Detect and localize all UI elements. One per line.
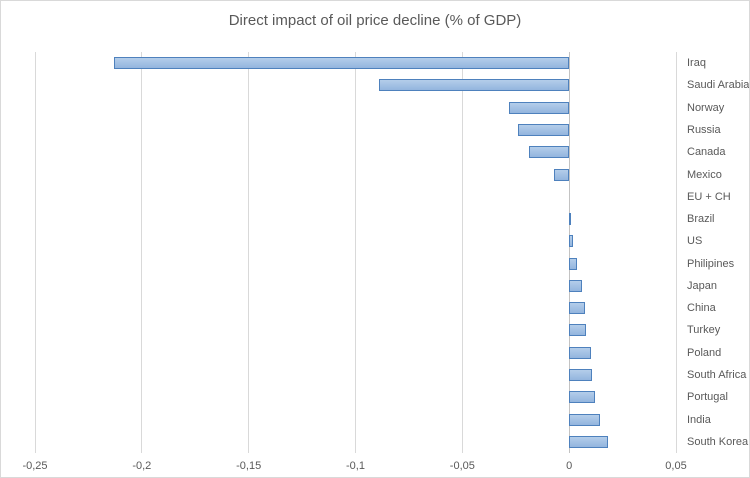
x-axis-tick-label: 0,05	[665, 460, 687, 472]
category-label-philipines: Philipines	[687, 257, 735, 270]
category-label-south-korea: South Korea	[687, 435, 749, 448]
category-label-eu-ch: EU + CH	[687, 190, 731, 203]
category-label-south-africa: South Africa	[687, 369, 747, 382]
gridline	[675, 52, 677, 453]
bar-saudi-arabia	[379, 79, 570, 92]
category-label-canada: Canada	[687, 146, 726, 159]
x-axis-tick-label: -0,1	[346, 460, 365, 472]
bar-japan	[569, 279, 582, 292]
bar-india	[569, 413, 601, 426]
category-label-norway: Norway	[687, 101, 725, 114]
bar-china	[569, 302, 586, 315]
gridline	[461, 52, 463, 453]
category-label-brazil: Brazil	[687, 213, 715, 226]
category-label-china: China	[687, 302, 716, 315]
x-axis-tick-label: -0,05	[449, 460, 475, 472]
category-label-portugal: Portugal	[687, 391, 728, 404]
bar-philipines	[569, 257, 577, 270]
bar-portugal	[569, 391, 595, 404]
category-label-iraq: Iraq	[687, 57, 706, 70]
bar-south-korea	[569, 435, 608, 448]
bar-canada	[528, 146, 570, 159]
x-axis-tick-label: -0,15	[236, 460, 262, 472]
bar-iraq	[114, 57, 570, 70]
category-label-japan: Japan	[687, 279, 717, 292]
category-label-saudi-arabia: Saudi Arabia	[687, 79, 750, 92]
category-label-poland: Poland	[687, 346, 722, 359]
bar-poland	[569, 346, 591, 359]
bar-russia	[517, 123, 570, 136]
bar-brazil	[569, 213, 572, 226]
category-label-india: India	[687, 413, 711, 426]
bar-mexico	[554, 168, 570, 181]
gridline	[355, 52, 356, 453]
category-label-russia: Russia	[687, 123, 721, 136]
category-label-us: US	[687, 235, 703, 248]
bar-norway	[509, 101, 570, 114]
category-label-turkey: Turkey	[687, 324, 721, 337]
gridline	[34, 52, 36, 453]
x-axis-tick-label: -0,25	[22, 460, 48, 472]
chart-title: Direct impact of oil price decline (% of…	[228, 12, 522, 29]
x-axis-tick-label: -0,2	[132, 460, 152, 472]
bar-south-africa	[569, 369, 592, 382]
category-label-mexico: Mexico	[687, 168, 722, 181]
gridline	[141, 52, 143, 453]
x-axis-tick-label: 0	[566, 460, 573, 472]
gridline	[248, 52, 250, 453]
bar-turkey	[569, 324, 587, 337]
bar-us	[569, 235, 574, 248]
